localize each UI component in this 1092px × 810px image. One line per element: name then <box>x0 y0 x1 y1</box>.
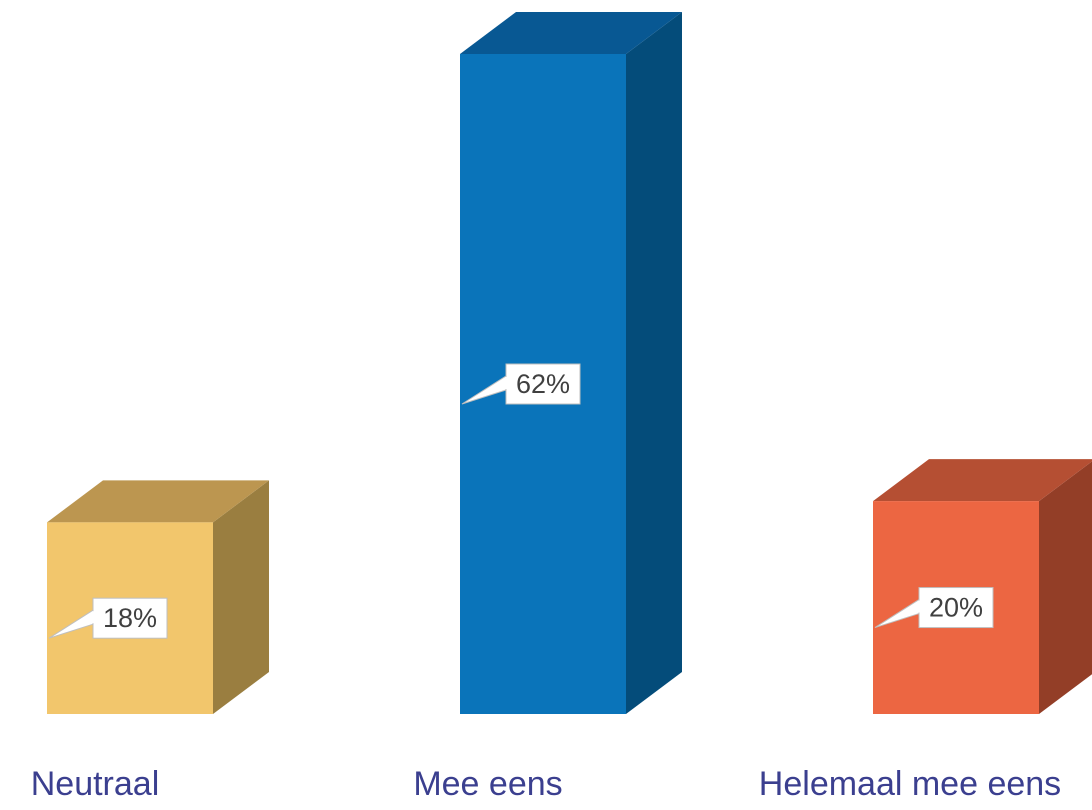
data-label-neutraal: 18% <box>48 597 168 639</box>
bar-top-helemaal-mee-eens <box>873 459 1092 502</box>
data-label-text-neutraal: 18% <box>103 603 157 633</box>
category-label-helemaal-mee-eens: Helemaal mee eens <box>759 765 1061 803</box>
data-label-helemaal-mee-eens: 20% <box>874 587 994 629</box>
category-label-mee-eens: Mee eens <box>413 765 562 803</box>
data-label-mee-eens: 62% <box>461 363 581 405</box>
data-label-text-mee-eens: 62% <box>516 369 570 399</box>
bar-side-helemaal-mee-eens <box>1039 461 1092 714</box>
data-label-text-helemaal-mee-eens: 20% <box>929 593 983 623</box>
category-labels-group: Neutraal Mee eens Helemaal mee eens <box>31 765 1061 803</box>
data-labels-group: 18% 62% 20% <box>48 363 994 639</box>
category-label-neutraal: Neutraal <box>31 765 160 803</box>
bar-top-mee-eens <box>460 12 682 54</box>
bar-top-neutraal <box>47 480 269 523</box>
bar-side-mee-eens <box>626 12 682 714</box>
bar-side-neutraal <box>213 480 269 714</box>
